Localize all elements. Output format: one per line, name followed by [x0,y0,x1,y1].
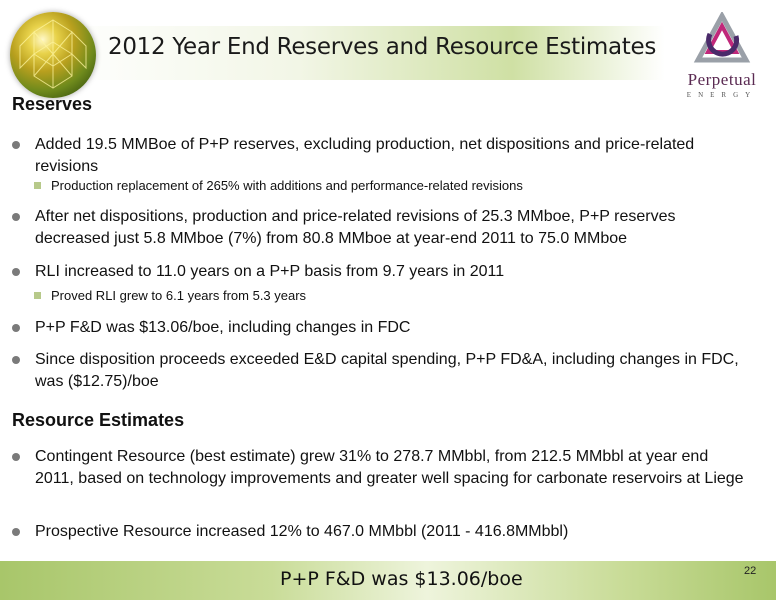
logo-subtitle: ENERGY [686,91,758,99]
perpetual-energy-logo: Perpetual ENERGY [676,10,768,102]
sub-bullet-item: Proved RLI grew to 6.1 years from 5.3 ye… [34,287,741,305]
footer-band [0,561,776,600]
page-number: 22 [744,565,757,577]
bullet-item: Contingent Resource (best estimate) grew… [12,446,750,490]
globe-icon [10,12,96,98]
bullet-item: Prospective Resource increased 12% to 46… [12,521,750,543]
logo-name: Perpetual [687,70,757,89]
title-band [55,26,665,80]
logo-mark-icon [693,10,751,63]
footer-highlight: P+P F&D was $13.06/boe [280,568,523,590]
bullet-item: RLI increased to 11.0 years on a P+P bas… [12,261,750,283]
section-heading-reserves: Reserves [12,94,93,114]
page-title: 2012 Year End Reserves and Resource Esti… [108,34,657,60]
sub-bullet-item: Production replacement of 265% with addi… [34,177,741,195]
bullet-item: After net dispositions, production and p… [12,206,750,250]
bullet-item: Added 19.5 MMBoe of P+P reserves, exclud… [12,134,750,178]
bullet-item: P+P F&D was $13.06/boe, including change… [12,317,750,339]
bullet-item: Since disposition proceeds exceeded E&D … [12,349,750,393]
section-heading-resource-estimates: Resource Estimates [12,410,185,430]
